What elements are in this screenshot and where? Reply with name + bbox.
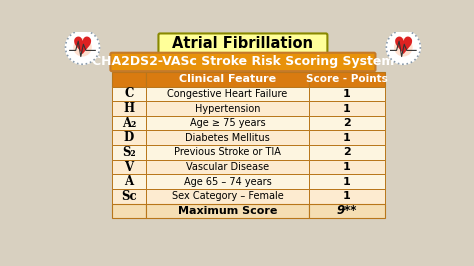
Text: Maximum Score: Maximum Score	[178, 206, 277, 216]
Bar	[112, 160, 146, 174]
Circle shape	[65, 30, 100, 64]
Text: H: H	[123, 102, 135, 115]
Text: Age 65 – 74 years: Age 65 – 74 years	[183, 177, 271, 187]
Bar	[146, 116, 309, 131]
Text: Atrial Fibrillation: Atrial Fibrillation	[173, 36, 313, 51]
Bar	[112, 204, 146, 218]
Text: Previous Stroke or TIA: Previous Stroke or TIA	[174, 147, 281, 157]
Text: ♥: ♥	[72, 35, 93, 59]
Circle shape	[386, 30, 420, 64]
Text: Sc: Sc	[121, 190, 137, 203]
Bar	[309, 160, 385, 174]
Bar	[309, 87, 385, 101]
Text: Clinical Feature: Clinical Feature	[179, 74, 276, 84]
Bar	[146, 101, 309, 116]
Text: Sex Category – Female: Sex Category – Female	[172, 191, 283, 201]
Text: Age ≥ 75 years: Age ≥ 75 years	[190, 118, 265, 128]
Text: 1: 1	[343, 89, 351, 99]
Text: D: D	[124, 131, 134, 144]
Bar	[309, 131, 385, 145]
Text: A₂: A₂	[122, 117, 136, 130]
Text: A: A	[125, 175, 134, 188]
Bar	[146, 174, 309, 189]
Bar	[146, 131, 309, 145]
Bar	[112, 72, 146, 87]
Text: Score - Points: Score - Points	[306, 74, 388, 84]
Text: 1: 1	[343, 133, 351, 143]
Text: S₂: S₂	[122, 146, 136, 159]
Bar	[309, 174, 385, 189]
Text: 1: 1	[343, 103, 351, 114]
Text: C: C	[124, 88, 134, 100]
Bar	[146, 145, 309, 160]
Text: 9**: 9**	[337, 205, 357, 217]
Circle shape	[395, 39, 412, 56]
Bar	[112, 131, 146, 145]
Bar	[112, 145, 146, 160]
Bar	[309, 145, 385, 160]
Bar	[112, 101, 146, 116]
Bar	[309, 116, 385, 131]
Bar	[112, 189, 146, 204]
Bar	[146, 189, 309, 204]
Text: Diabetes Mellitus: Diabetes Mellitus	[185, 133, 270, 143]
Text: V: V	[125, 161, 134, 173]
Bar	[309, 101, 385, 116]
Bar	[146, 72, 309, 87]
Text: 1: 1	[343, 177, 351, 187]
Text: 2: 2	[343, 118, 351, 128]
Text: Congestive Heart Failure: Congestive Heart Failure	[167, 89, 288, 99]
Bar	[146, 87, 309, 101]
Bar	[146, 204, 309, 218]
Bar	[309, 72, 385, 87]
Bar	[146, 160, 309, 174]
Bar	[309, 189, 385, 204]
Text: Vascular Disease: Vascular Disease	[186, 162, 269, 172]
Text: ♥: ♥	[393, 35, 414, 59]
Text: Hypertension: Hypertension	[195, 103, 260, 114]
FancyBboxPatch shape	[110, 53, 375, 71]
FancyBboxPatch shape	[158, 34, 328, 53]
Bar	[112, 87, 146, 101]
Bar	[112, 174, 146, 189]
Circle shape	[74, 39, 91, 56]
Bar	[309, 204, 385, 218]
Bar	[112, 116, 146, 131]
Text: CHA2DS2-VASc Stroke Risk Scoring System: CHA2DS2-VASc Stroke Risk Scoring System	[92, 55, 394, 68]
Text: 2: 2	[343, 147, 351, 157]
Text: 1: 1	[343, 162, 351, 172]
Text: 1: 1	[343, 191, 351, 201]
